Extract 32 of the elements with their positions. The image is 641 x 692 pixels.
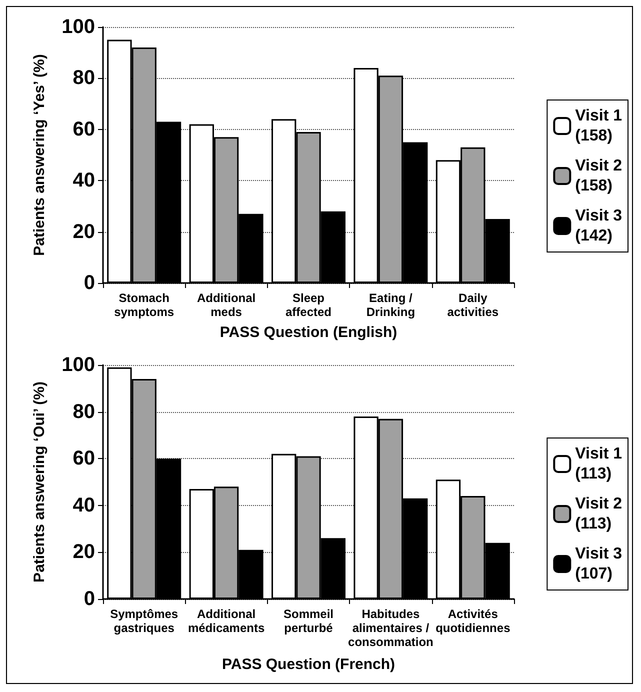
x-tick-label: Eating / Drinking [366, 291, 416, 319]
y-tick-label: 60 [72, 118, 95, 140]
y-tick-label: 20 [72, 541, 95, 564]
x-tick-label: Sommeil perturbé [283, 607, 334, 635]
x-tick-label: Symptômes gastriques [110, 607, 178, 635]
y-tick-label: 40 [72, 494, 95, 516]
x-axis-title: PASS Question (French) [222, 656, 396, 673]
y-tick-label: 100 [62, 354, 95, 376]
y-axis-title: Patients answering ‘Yes’ (%) [31, 54, 48, 256]
y-axis-title: Patients answering ‘Oui’ (%) [31, 382, 48, 582]
y-tick-label: 0 [84, 588, 95, 610]
x-tick-label: Activités quotidiennes [436, 607, 511, 635]
x-tick-label: Habitudes alimentaires / consommation [348, 607, 434, 649]
legend-label: Visit 1 (158) [575, 108, 622, 144]
x-tick-label: Daily activities [447, 291, 499, 319]
legend-label: Visit 2 (158) [575, 158, 622, 194]
y-tick-label: 100 [62, 16, 95, 38]
y-tick-label: 80 [72, 67, 95, 90]
y-tick-label: 60 [72, 448, 95, 470]
x-tick-label: Additional médicaments [188, 607, 265, 635]
x-tick-label: Stomach symptoms [114, 291, 174, 319]
legend-label: Visit 2 (113) [575, 496, 622, 532]
x-axis-title: PASS Question (English) [220, 324, 398, 341]
legend-label: Visit 3 (142) [575, 208, 622, 244]
y-tick-label: 20 [72, 220, 95, 243]
x-tick-label: Additional meds [196, 291, 256, 319]
legend-label: Visit 1 (113) [575, 446, 622, 482]
x-tick-label: Sleep affected [285, 291, 332, 319]
y-tick-label: 40 [72, 170, 95, 192]
y-tick-label: 0 [84, 272, 95, 294]
y-tick-label: 80 [72, 400, 95, 423]
legend-label: Visit 3 (107) [575, 546, 622, 582]
